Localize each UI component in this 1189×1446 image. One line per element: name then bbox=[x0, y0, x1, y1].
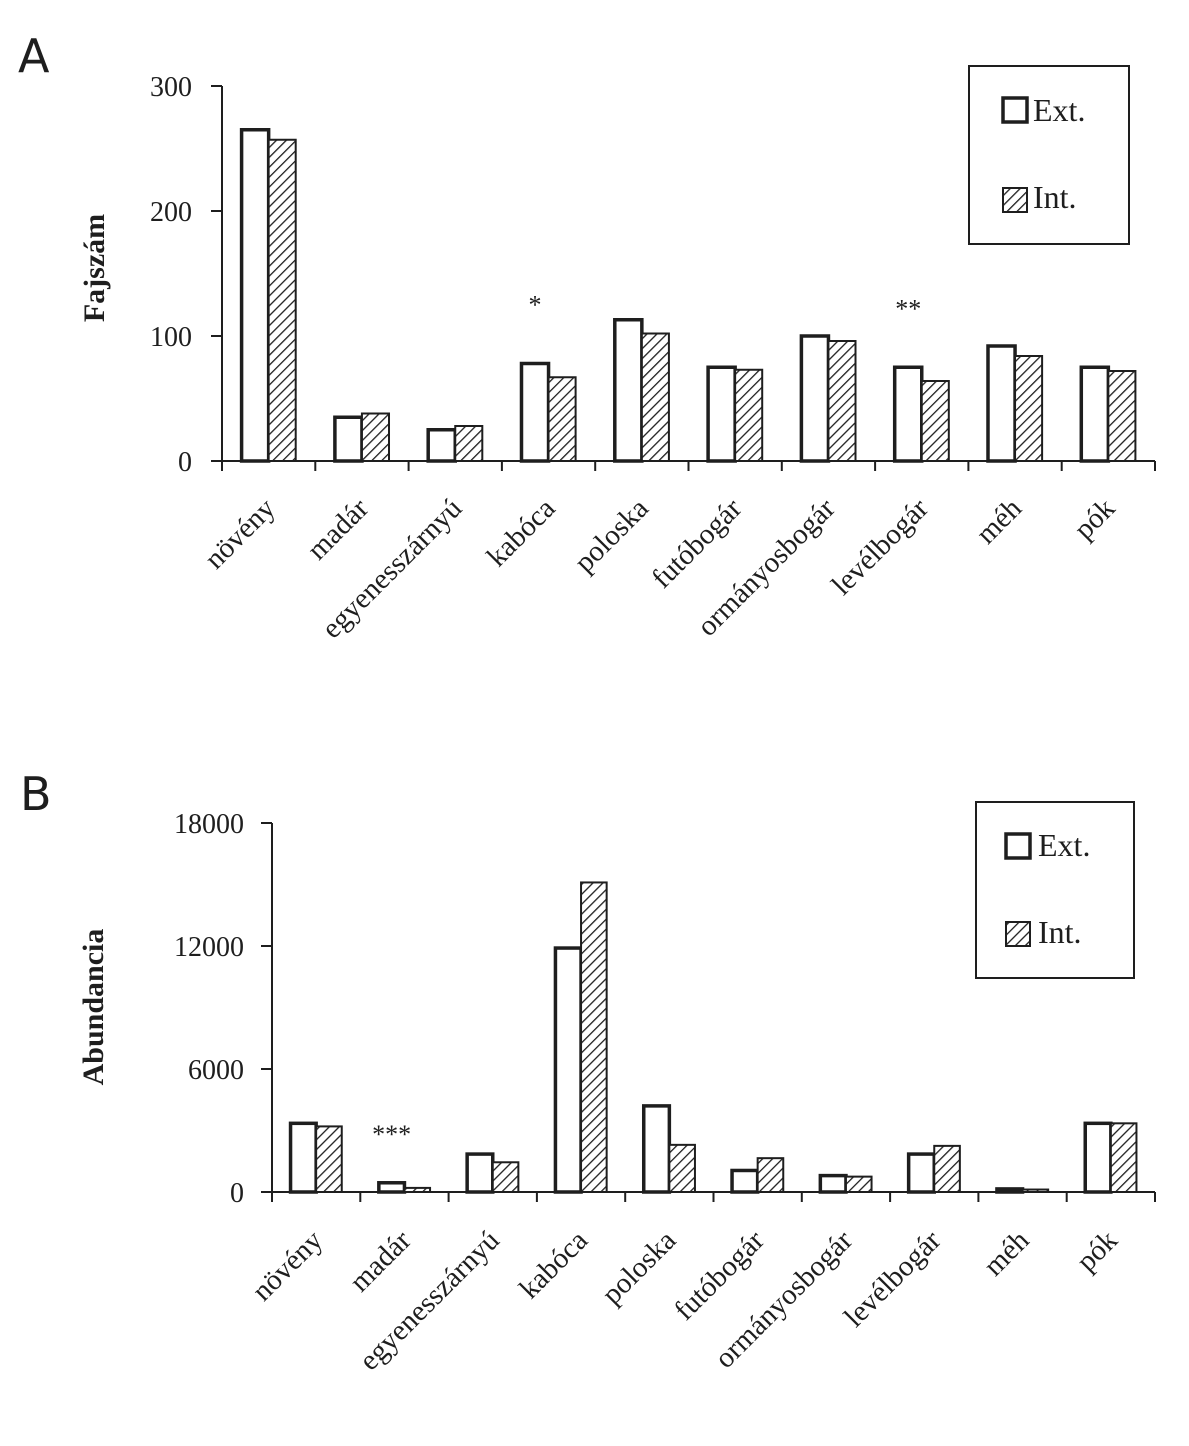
panel-a-category-label-noveny: növény bbox=[199, 492, 282, 575]
panel-a-category-label-levelbogar: levélbogár bbox=[826, 492, 935, 601]
panel-b-bar-int-levelbogar bbox=[933, 1144, 961, 1193]
panel-b-bar-ext-poloska bbox=[641, 1104, 672, 1194]
panel-a-bar-int-egyenesszarnyu bbox=[454, 425, 484, 462]
panel-b-bar-int-noveny bbox=[315, 1125, 343, 1194]
panel-b-category-label-kaboca: kabóca bbox=[513, 1224, 594, 1305]
panel-b-legend-ext-label: Ext. bbox=[1038, 827, 1090, 863]
panel-b-category-label-pok: pók bbox=[1070, 1224, 1124, 1278]
panel-b-y-tick-label: 6000 bbox=[188, 1055, 244, 1086]
panel-a-y-tick-label: 200 bbox=[150, 197, 192, 228]
panel-a-legend-ext-label: Ext. bbox=[1033, 92, 1085, 128]
panel-a-category-label-poloska: poloska bbox=[568, 492, 655, 579]
panel-a-bar-int-meh bbox=[1014, 355, 1044, 462]
panel-b-bar-ext-noveny bbox=[288, 1121, 318, 1194]
panel-a-bar-ext-noveny bbox=[239, 128, 271, 463]
panel-b-bar-int-meh bbox=[1021, 1188, 1050, 1194]
panel-a-bar-ext-meh bbox=[986, 344, 1017, 463]
panel-a-bar-ext-futobogar bbox=[706, 365, 737, 463]
panel-b-bar-ext-ormanyosbogar bbox=[818, 1173, 848, 1194]
panel-b-category-label-levelbogar: levélbogár bbox=[838, 1224, 947, 1333]
panel-a-significance-kaboca: * bbox=[529, 291, 542, 320]
panel-b-significance-madar: *** bbox=[372, 1120, 411, 1149]
panel-a-bar-ext-egyenesszarnyu bbox=[426, 428, 457, 463]
panel-a-bar-int-noveny bbox=[267, 138, 297, 462]
panel-a-bar-int-ormanyosbogar bbox=[827, 340, 857, 462]
panel-a-bar-int-madar bbox=[360, 412, 391, 462]
panel-b-legend: Ext. Int. bbox=[975, 801, 1135, 979]
panel-a-bar-int-kaboca bbox=[547, 376, 577, 462]
panel-b-bar-ext-madar bbox=[377, 1181, 407, 1194]
panel-b-bar-ext-levelbogar bbox=[906, 1152, 937, 1194]
panel-b-bar-int-madar bbox=[403, 1186, 432, 1194]
panel-b-letter: B bbox=[20, 767, 52, 821]
panel-b-bar-int-kaboca bbox=[580, 881, 608, 1193]
panel-a-legend-ext-swatch bbox=[1001, 96, 1029, 124]
panel-b-bar-int-poloska bbox=[668, 1143, 696, 1193]
panel-a-bar-int-pok bbox=[1107, 370, 1137, 462]
panel-a-bar-ext-madar bbox=[333, 415, 364, 463]
panel-b-y-tick-label: 0 bbox=[230, 1178, 244, 1209]
panel-b-legend-ext-swatch bbox=[1004, 832, 1032, 860]
panel-b-legend-box bbox=[975, 801, 1135, 979]
panel-a-category-label-kaboca: kabóca bbox=[481, 492, 562, 573]
panel-b-y-tick-label: 12000 bbox=[174, 932, 244, 963]
panel-a-bar-int-futobogar bbox=[734, 368, 764, 462]
panel-b-category-label-poloska: poloska bbox=[596, 1224, 683, 1311]
panel-b-bar-int-ormanyosbogar bbox=[844, 1175, 873, 1193]
panel-b-bar-int-pok bbox=[1109, 1122, 1138, 1193]
panel-b-category-label-meh: méh bbox=[978, 1224, 1036, 1282]
panel-a-y-tick-label: 0 bbox=[178, 447, 192, 478]
panel-b-y-axis-label: Abundancia bbox=[77, 929, 110, 1086]
panel-a-bar-ext-levelbogar bbox=[892, 365, 924, 463]
panel-a-category-label-pok: pók bbox=[1068, 492, 1122, 546]
panel-b-category-label-noveny: növény bbox=[246, 1224, 329, 1307]
panel-b-bar-ext-pok bbox=[1083, 1121, 1113, 1194]
panel-a-y-tick-label: 300 bbox=[150, 72, 192, 103]
panel-a-bar-int-poloska bbox=[640, 332, 670, 462]
panel-a-bar-int-levelbogar bbox=[920, 380, 950, 462]
panel-a-y-axis-label: Fajszám bbox=[78, 214, 111, 322]
panel-b-bar-int-egyenesszarnyu bbox=[491, 1161, 520, 1194]
panel-a-y-tick-label: 100 bbox=[150, 322, 192, 353]
panel-a-category-label-meh: méh bbox=[970, 492, 1028, 550]
panel-a-legend-int-swatch bbox=[1002, 187, 1028, 213]
panel-b-bar-ext-egyenesszarnyu bbox=[465, 1152, 495, 1194]
panel-a-bar-ext-poloska bbox=[613, 318, 644, 463]
panel-b-bar-ext-meh bbox=[995, 1187, 1025, 1194]
panel-b-bar-ext-futobogar bbox=[730, 1168, 760, 1194]
panel-b-category-label-madar: madár bbox=[344, 1224, 418, 1298]
panel-a-legend: Ext. Int. bbox=[968, 65, 1130, 245]
panel-a-bar-ext-ormanyosbogar bbox=[799, 334, 831, 463]
panel-a-bar-ext-kaboca bbox=[519, 361, 551, 463]
panel-b-y-tick-label: 18000 bbox=[174, 809, 244, 840]
panel-b-legend-int-swatch bbox=[1005, 921, 1031, 947]
panel-b-bar-ext-kaboca bbox=[553, 946, 583, 1194]
panel-b-bar-int-futobogar bbox=[756, 1157, 785, 1194]
panel-a-category-label-madar: madár bbox=[301, 492, 375, 566]
panel-a-legend-int-label: Int. bbox=[1033, 179, 1077, 215]
panel-b-legend-int-label: Int. bbox=[1038, 914, 1082, 950]
panel-a-letter: A bbox=[18, 29, 50, 83]
panel-a-legend-box bbox=[968, 65, 1130, 245]
panel-a-bar-ext-pok bbox=[1079, 365, 1111, 463]
panel-a-significance-levelbogar: ** bbox=[895, 294, 921, 323]
